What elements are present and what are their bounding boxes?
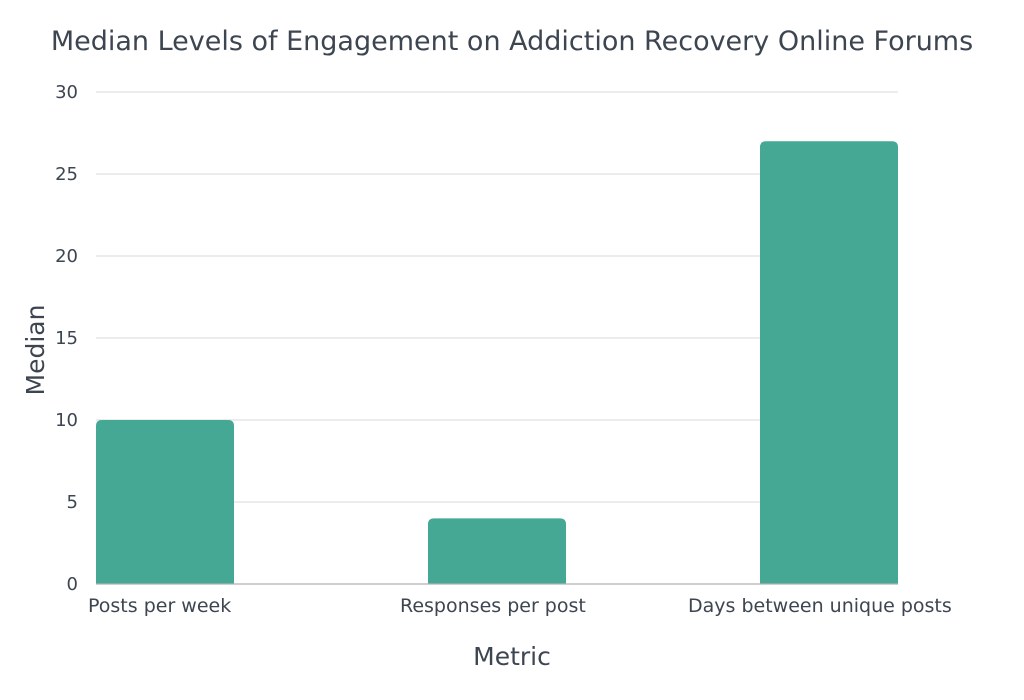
x-category-label: Responses per post	[400, 595, 586, 617]
bars	[96, 141, 898, 584]
y-tick-label: 25	[55, 164, 78, 185]
x-category-label: Posts per week	[88, 595, 231, 617]
y-axis-title: Median	[21, 305, 50, 396]
bar-1	[96, 420, 234, 584]
y-axis-ticks: 0 5 10 15 20 25 30	[55, 82, 78, 595]
y-tick-label: 10	[55, 410, 78, 431]
y-tick-label: 15	[55, 328, 78, 349]
bar-2	[428, 518, 566, 584]
x-category-label: Days between unique posts	[688, 595, 952, 617]
x-axis-categories: Posts per week Responses per post Days bet…	[88, 595, 952, 617]
y-tick-label: 20	[55, 246, 78, 267]
y-tick-label: 5	[67, 492, 78, 513]
y-tick-label: 0	[67, 574, 78, 595]
y-tick-label: 30	[55, 82, 78, 103]
x-axis-title: Metric	[473, 642, 551, 671]
bar-3	[760, 141, 898, 584]
chart-title: Median Levels of Engagement on Addiction…	[51, 26, 973, 57]
